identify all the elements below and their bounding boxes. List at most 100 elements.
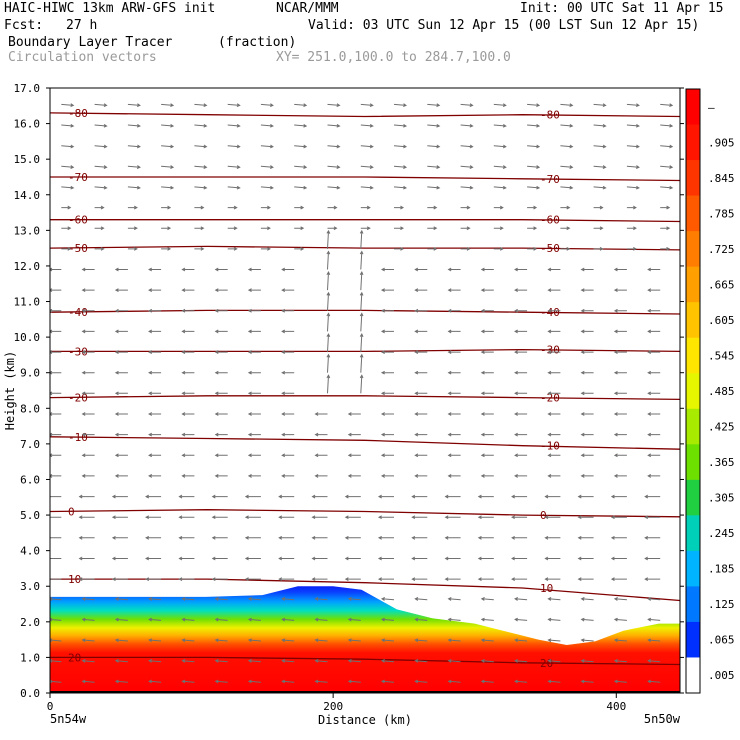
- vector-arrow: [360, 144, 374, 149]
- temperature-contour: [50, 348, 680, 353]
- vector-arrow: [50, 638, 62, 643]
- vector-arrow: [660, 226, 671, 231]
- vector-arrow: [181, 432, 195, 437]
- vector-arrow: [247, 308, 261, 313]
- vector-arrow: [211, 556, 228, 561]
- vector-arrow: [547, 597, 561, 601]
- vector-arrow: [181, 329, 195, 334]
- vector-arrow: [247, 391, 261, 396]
- vector-arrow: [447, 267, 461, 272]
- vector-arrow: [211, 515, 228, 520]
- vector-arrow: [477, 494, 494, 499]
- vector-arrow: [78, 577, 95, 582]
- vector-arrow: [514, 370, 528, 375]
- vector-arrow: [444, 515, 461, 520]
- vector-arrow: [560, 123, 574, 128]
- vector-arrow: [393, 144, 408, 149]
- vector-arrow: [593, 103, 607, 108]
- vector-arrow: [460, 205, 471, 210]
- vector-arrow: [414, 267, 428, 272]
- vector-arrow: [414, 597, 428, 601]
- circulation-vectors: [50, 103, 674, 684]
- vector-arrow: [50, 288, 62, 293]
- vector-arrow: [61, 226, 72, 231]
- vector-arrow: [414, 679, 428, 684]
- vector-arrow: [580, 659, 594, 663]
- vector-arrow: [527, 103, 541, 108]
- vector-arrow: [326, 271, 331, 291]
- y-tick-label: 4.0: [20, 545, 40, 558]
- contour-label: -60: [68, 214, 88, 227]
- vector-arrow: [61, 144, 75, 149]
- vector-arrow: [161, 226, 172, 231]
- vector-arrow: [347, 679, 361, 684]
- vector-arrow: [161, 144, 175, 149]
- vector-arrow: [560, 165, 574, 169]
- vector-arrow: [480, 617, 494, 622]
- vector-arrow: [145, 494, 162, 499]
- vector-arrow: [411, 494, 428, 499]
- vector-arrow: [414, 659, 428, 663]
- vector-arrow: [145, 535, 162, 540]
- vector-arrow: [644, 515, 661, 520]
- vector-arrow: [380, 412, 394, 416]
- vector-arrow: [460, 103, 474, 108]
- vector-arrow: [81, 391, 95, 396]
- vector-arrow: [294, 165, 308, 169]
- vector-arrow: [613, 432, 627, 437]
- vector-arrow: [50, 453, 62, 458]
- vector-arrow: [50, 350, 62, 354]
- vector-arrow: [593, 205, 604, 210]
- vector-arrow: [514, 617, 528, 622]
- vector-arrow: [244, 494, 261, 499]
- vector-arrow: [214, 659, 228, 663]
- vector-arrow: [626, 165, 640, 169]
- vector-arrow: [50, 558, 62, 559]
- vector-arrow: [480, 267, 494, 272]
- vector-arrow: [414, 308, 428, 313]
- vector-arrow: [114, 659, 128, 663]
- vector-arrow: [281, 597, 295, 601]
- vector-arrow: [81, 474, 95, 478]
- vector-arrow: [613, 617, 627, 622]
- vector-arrow: [281, 329, 295, 334]
- vector-arrow: [214, 432, 228, 437]
- vector-arrow: [148, 679, 162, 684]
- vector-arrow: [61, 185, 75, 190]
- vector-arrow: [493, 226, 504, 231]
- vector-arrow: [511, 515, 528, 520]
- vector-arrow: [50, 432, 62, 437]
- vector-arrow: [511, 556, 528, 561]
- colorbar-label: .005: [708, 669, 735, 682]
- vector-arrow: [214, 308, 228, 313]
- vector-arrow: [360, 103, 374, 108]
- vector-arrow: [161, 246, 172, 251]
- vector-arrow: [347, 474, 361, 478]
- vector-arrow: [394, 205, 405, 210]
- vector-arrow: [444, 494, 461, 499]
- vector-arrow: [447, 412, 461, 416]
- vector-arrow: [194, 103, 208, 108]
- vector-arrow: [148, 432, 162, 437]
- vector-arrow: [114, 617, 128, 622]
- vector-arrow: [626, 185, 640, 190]
- vector-arrow: [647, 638, 661, 643]
- vector-arrow: [580, 453, 594, 458]
- vector-arrow: [647, 659, 661, 663]
- vector-arrow: [114, 308, 128, 313]
- vector-arrow: [613, 659, 627, 663]
- vector-arrow: [380, 617, 395, 622]
- vector-arrow: [514, 453, 528, 458]
- vector-arrow: [326, 312, 331, 332]
- colorbar-label: –: [708, 101, 715, 114]
- vector-arrow: [247, 659, 261, 663]
- vector-arrow: [194, 144, 208, 149]
- vector-arrow: [247, 432, 261, 437]
- vector-arrow: [81, 267, 95, 272]
- y-tick-label: 11.0: [14, 296, 41, 309]
- vector-arrow: [78, 535, 95, 540]
- vector-arrow: [514, 308, 528, 313]
- vector-arrow: [580, 617, 594, 622]
- vector-arrow: [447, 350, 461, 354]
- vector-arrow: [527, 144, 541, 149]
